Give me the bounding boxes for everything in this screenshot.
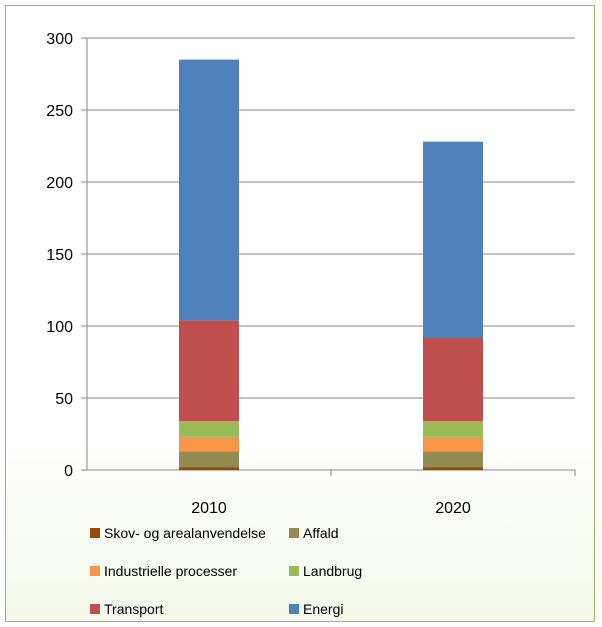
legend-item: Energi [289,601,343,617]
bar-segment [423,141,483,338]
y-tick-label: 300 [46,31,73,48]
legend-item: Affald [289,525,339,541]
x-tick-label: 2010 [191,500,227,517]
bar-segment [423,451,483,468]
bar-segment [179,467,239,470]
bar-segment [179,421,239,437]
legend-label: Energi [303,601,344,617]
y-tick-label: 150 [46,247,73,264]
y-tick-label: 0 [64,463,73,480]
legend-item: Transport [90,601,163,617]
legend-swatch [90,566,100,576]
y-tick-label: 200 [46,175,73,192]
bar-segment [423,337,483,422]
y-tick-label: 50 [55,391,73,408]
legend-item: Skov- og arealanvendelse [90,525,266,541]
legend-item: Landbrug [289,563,362,579]
legend-label: Industrielle processer [104,563,238,579]
legend-swatch [90,604,100,614]
x-tick-label: 2020 [435,500,471,517]
bar-segment [423,467,483,470]
legend-label: Transport [104,601,164,617]
legend-swatch [90,528,100,538]
chart-frame [5,5,595,622]
bar-segment [179,320,239,422]
legend-swatch [289,604,299,614]
legend-label: Landbrug [303,563,363,579]
legend-swatch [289,528,299,538]
legend-item: Industrielle processer [90,563,237,579]
y-tick-label: 250 [46,103,73,120]
bar-segment [423,436,483,452]
bar-segment [423,421,483,437]
bar-segment [179,59,239,321]
bar-segment [179,451,239,468]
legend-swatch [289,566,299,576]
y-tick-label: 100 [46,319,73,336]
legend-label: Skov- og arealanvendelse [104,525,266,541]
legend-label: Affald [303,525,339,541]
bar-segment [179,436,239,452]
